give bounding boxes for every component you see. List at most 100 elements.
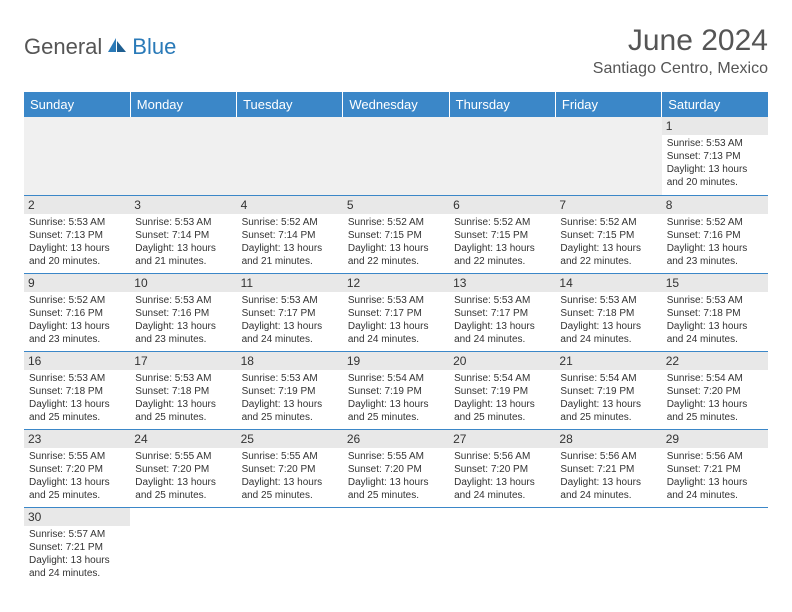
daylight-text: and 24 minutes. (454, 489, 550, 502)
calendar-row: 16Sunrise: 5:53 AMSunset: 7:18 PMDayligh… (24, 351, 768, 429)
day-header: Thursday (449, 92, 555, 117)
day-number: 7 (555, 196, 661, 214)
daylight-text: Daylight: 13 hours (560, 398, 656, 411)
daylight-text: Daylight: 13 hours (667, 476, 763, 489)
sunrise-text: Sunrise: 5:53 AM (667, 137, 763, 150)
daylight-text: Daylight: 13 hours (454, 242, 550, 255)
day-header: Sunday (24, 92, 130, 117)
daylight-text: Daylight: 13 hours (560, 476, 656, 489)
daylight-text: and 20 minutes. (667, 176, 763, 189)
sunrise-text: Sunrise: 5:53 AM (29, 372, 125, 385)
sunset-text: Sunset: 7:15 PM (454, 229, 550, 242)
sunrise-text: Sunrise: 5:53 AM (135, 372, 231, 385)
sunset-text: Sunset: 7:19 PM (454, 385, 550, 398)
sail-icon (106, 36, 128, 59)
calendar-cell: 13Sunrise: 5:53 AMSunset: 7:17 PMDayligh… (449, 273, 555, 351)
calendar-cell: 26Sunrise: 5:55 AMSunset: 7:20 PMDayligh… (343, 429, 449, 507)
daylight-text: Daylight: 13 hours (135, 242, 231, 255)
daylight-text: and 22 minutes. (348, 255, 444, 268)
calendar-cell (343, 507, 449, 585)
location-label: Santiago Centro, Mexico (593, 60, 768, 78)
daylight-text: and 25 minutes. (135, 489, 231, 502)
sunrise-text: Sunrise: 5:53 AM (29, 216, 125, 229)
daylight-text: and 25 minutes. (29, 489, 125, 502)
calendar-cell (343, 117, 449, 195)
daylight-text: Daylight: 13 hours (348, 242, 444, 255)
calendar-cell: 11Sunrise: 5:53 AMSunset: 7:17 PMDayligh… (237, 273, 343, 351)
daylight-text: and 23 minutes. (29, 333, 125, 346)
sunset-text: Sunset: 7:17 PM (348, 307, 444, 320)
sunrise-text: Sunrise: 5:52 AM (242, 216, 338, 229)
daylight-text: Daylight: 13 hours (454, 476, 550, 489)
calendar-cell: 16Sunrise: 5:53 AMSunset: 7:18 PMDayligh… (24, 351, 130, 429)
daylight-text: Daylight: 13 hours (29, 398, 125, 411)
sunrise-text: Sunrise: 5:56 AM (454, 450, 550, 463)
sunset-text: Sunset: 7:21 PM (667, 463, 763, 476)
calendar-cell: 25Sunrise: 5:55 AMSunset: 7:20 PMDayligh… (237, 429, 343, 507)
day-header: Saturday (662, 92, 768, 117)
day-number: 2 (24, 196, 130, 214)
calendar-cell: 8Sunrise: 5:52 AMSunset: 7:16 PMDaylight… (662, 195, 768, 273)
daylight-text: Daylight: 13 hours (454, 398, 550, 411)
sunrise-text: Sunrise: 5:52 AM (560, 216, 656, 229)
sunset-text: Sunset: 7:15 PM (560, 229, 656, 242)
sunset-text: Sunset: 7:17 PM (242, 307, 338, 320)
sunset-text: Sunset: 7:18 PM (135, 385, 231, 398)
sunset-text: Sunset: 7:20 PM (242, 463, 338, 476)
title-block: June 2024 Santiago Centro, Mexico (593, 24, 768, 78)
calendar-cell: 1Sunrise: 5:53 AMSunset: 7:13 PMDaylight… (662, 117, 768, 195)
sunset-text: Sunset: 7:14 PM (242, 229, 338, 242)
calendar-row: 1Sunrise: 5:53 AMSunset: 7:13 PMDaylight… (24, 117, 768, 195)
calendar-cell: 7Sunrise: 5:52 AMSunset: 7:15 PMDaylight… (555, 195, 661, 273)
calendar-cell (130, 117, 236, 195)
sunrise-text: Sunrise: 5:56 AM (667, 450, 763, 463)
sunrise-text: Sunrise: 5:55 AM (135, 450, 231, 463)
calendar-cell: 4Sunrise: 5:52 AMSunset: 7:14 PMDaylight… (237, 195, 343, 273)
sunrise-text: Sunrise: 5:54 AM (348, 372, 444, 385)
calendar-cell (449, 117, 555, 195)
daylight-text: and 25 minutes. (242, 411, 338, 424)
day-number: 16 (24, 352, 130, 370)
calendar-cell: 27Sunrise: 5:56 AMSunset: 7:20 PMDayligh… (449, 429, 555, 507)
daylight-text: and 24 minutes. (560, 489, 656, 502)
day-number: 25 (237, 430, 343, 448)
day-number: 20 (449, 352, 555, 370)
sunrise-text: Sunrise: 5:54 AM (667, 372, 763, 385)
sunrise-text: Sunrise: 5:55 AM (242, 450, 338, 463)
sunrise-text: Sunrise: 5:54 AM (560, 372, 656, 385)
daylight-text: Daylight: 13 hours (348, 476, 444, 489)
daylight-text: Daylight: 13 hours (560, 320, 656, 333)
day-number: 3 (130, 196, 236, 214)
sunset-text: Sunset: 7:16 PM (667, 229, 763, 242)
day-number: 12 (343, 274, 449, 292)
calendar-cell (237, 507, 343, 585)
daylight-text: and 24 minutes. (242, 333, 338, 346)
sunset-text: Sunset: 7:18 PM (667, 307, 763, 320)
daylight-text: Daylight: 13 hours (135, 398, 231, 411)
sunrise-text: Sunrise: 5:53 AM (242, 294, 338, 307)
sunrise-text: Sunrise: 5:53 AM (135, 216, 231, 229)
daylight-text: Daylight: 13 hours (667, 398, 763, 411)
sunset-text: Sunset: 7:19 PM (242, 385, 338, 398)
calendar-cell: 24Sunrise: 5:55 AMSunset: 7:20 PMDayligh… (130, 429, 236, 507)
calendar-cell: 3Sunrise: 5:53 AMSunset: 7:14 PMDaylight… (130, 195, 236, 273)
day-number: 22 (662, 352, 768, 370)
daylight-text: Daylight: 13 hours (29, 320, 125, 333)
day-number: 10 (130, 274, 236, 292)
daylight-text: and 21 minutes. (135, 255, 231, 268)
sunrise-text: Sunrise: 5:53 AM (667, 294, 763, 307)
sunset-text: Sunset: 7:20 PM (454, 463, 550, 476)
sunrise-text: Sunrise: 5:52 AM (348, 216, 444, 229)
daylight-text: and 24 minutes. (667, 489, 763, 502)
calendar-cell: 28Sunrise: 5:56 AMSunset: 7:21 PMDayligh… (555, 429, 661, 507)
day-number: 24 (130, 430, 236, 448)
calendar-cell: 19Sunrise: 5:54 AMSunset: 7:19 PMDayligh… (343, 351, 449, 429)
day-number: 30 (24, 508, 130, 526)
daylight-text: and 25 minutes. (454, 411, 550, 424)
day-header: Tuesday (237, 92, 343, 117)
daylight-text: Daylight: 13 hours (29, 476, 125, 489)
daylight-text: Daylight: 13 hours (667, 163, 763, 176)
daylight-text: Daylight: 13 hours (667, 320, 763, 333)
day-number: 15 (662, 274, 768, 292)
logo-text-general: General (24, 34, 102, 60)
